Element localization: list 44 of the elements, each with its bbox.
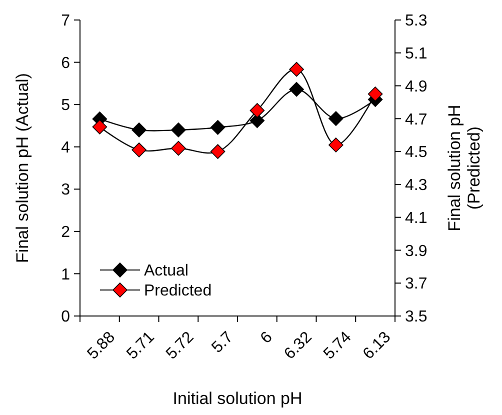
x-tick-label: 6 bbox=[258, 328, 276, 348]
y-tick-label: 1 bbox=[61, 266, 70, 284]
point bbox=[171, 140, 186, 156]
point bbox=[289, 62, 304, 77]
x-tick-label: 6.32 bbox=[281, 328, 316, 363]
point bbox=[171, 122, 186, 138]
y2-tick-label: 4.3 bbox=[405, 177, 428, 194]
point bbox=[368, 86, 383, 102]
point bbox=[132, 122, 146, 138]
x-tick-label: 5.72 bbox=[163, 328, 198, 363]
y2-tick-label: 4.5 bbox=[405, 144, 428, 162]
y-tick-label: 5 bbox=[61, 97, 70, 114]
y2-tick-label: 3.5 bbox=[405, 308, 428, 326]
point bbox=[132, 142, 146, 158]
point bbox=[250, 103, 265, 118]
y-tick-label: 6 bbox=[61, 54, 70, 72]
point bbox=[210, 120, 226, 135]
y2-tick-label: 5.1 bbox=[405, 45, 428, 62]
point bbox=[328, 138, 344, 152]
y2-tick-label: 4.9 bbox=[405, 78, 428, 96]
y-tick-label: 4 bbox=[61, 139, 70, 156]
point bbox=[289, 82, 304, 97]
y2-tick-label: 5.3 bbox=[405, 12, 428, 30]
y2-tick-label: 3.7 bbox=[405, 276, 428, 293]
x-tick-label: 5.88 bbox=[84, 328, 119, 363]
x-tick-label: 5.74 bbox=[320, 328, 355, 363]
legend-label: Predicted bbox=[144, 282, 212, 300]
legend-label: Actual bbox=[144, 262, 188, 280]
y-axis-title: Final solution pH (Actual) bbox=[13, 73, 32, 263]
x-tick-label: 6.13 bbox=[360, 328, 394, 363]
x-tick-label: 5.71 bbox=[124, 328, 158, 363]
y2-axis-title: Final solution pH (Predicted) bbox=[445, 104, 484, 232]
y-tick-label: 7 bbox=[61, 12, 70, 30]
point bbox=[210, 144, 226, 159]
y2-tick-label: 3.9 bbox=[405, 242, 428, 260]
y2-tick-label: 4.7 bbox=[405, 111, 428, 128]
y2-tick-label: 4.1 bbox=[405, 210, 428, 227]
point bbox=[92, 119, 108, 134]
y-tick-label: 0 bbox=[61, 308, 70, 326]
y-tick-label: 3 bbox=[61, 182, 70, 199]
y-tick-label: 2 bbox=[61, 224, 70, 242]
x-tick-label: 5.7 bbox=[208, 328, 237, 356]
x-axis-title: Initial solution pH bbox=[172, 389, 302, 408]
point bbox=[328, 111, 344, 126]
